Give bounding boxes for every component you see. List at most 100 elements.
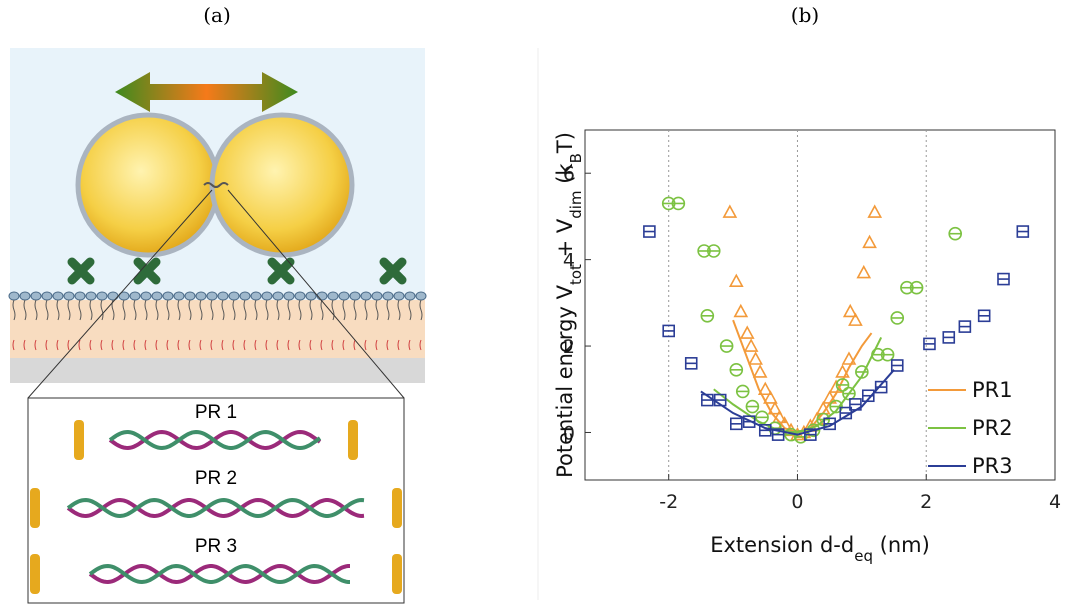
lipid-tail — [199, 339, 202, 351]
lipid-tail — [298, 339, 301, 351]
lipid-head — [41, 291, 53, 301]
lipid-tail — [232, 339, 235, 351]
data-point — [942, 331, 956, 344]
lipid-head — [228, 291, 240, 301]
motion-arrow — [115, 72, 298, 112]
lipid-tail — [177, 339, 180, 351]
legend-label: PR2 — [972, 416, 1013, 440]
lipid-tail — [188, 299, 192, 321]
data-point — [742, 415, 756, 428]
label-part: (k — [553, 163, 577, 191]
marker-shape — [722, 204, 738, 218]
data-point — [730, 417, 743, 431]
lipid-tail — [386, 339, 389, 351]
lipid-head — [283, 291, 295, 301]
lipid-tail — [166, 299, 170, 321]
lipid-tail — [342, 299, 346, 321]
y-tick-label: 6 — [563, 163, 575, 185]
lipid-tail — [419, 299, 423, 321]
nanoparticle — [209, 112, 355, 258]
label-part: T) — [553, 132, 577, 154]
data-point — [835, 378, 850, 392]
x-tick-label: 0 — [791, 491, 803, 513]
construct-label: PR 3 — [195, 536, 237, 557]
lipid-tail — [265, 339, 268, 351]
construct-label: PR 2 — [195, 468, 237, 489]
data-point — [867, 204, 883, 218]
lipid-head — [360, 291, 372, 301]
lipid-head — [151, 291, 163, 301]
data-point — [684, 357, 698, 370]
anchors — [67, 257, 407, 285]
lipid-tail — [276, 339, 279, 351]
y-tick-label: 0 — [563, 422, 575, 444]
lipid-head — [74, 291, 86, 301]
lipid-tail — [353, 339, 356, 351]
lipid-tail — [23, 339, 26, 351]
lipid-tail — [34, 299, 38, 321]
data-point — [757, 381, 773, 396]
marker-shape — [757, 381, 773, 396]
xlabel: Extension d-deq (nm) — [710, 533, 930, 565]
lipid-tail — [100, 339, 103, 351]
x-tick-label: -2 — [659, 491, 678, 513]
x-tick-label: 2 — [920, 491, 932, 513]
lipid-tail — [243, 299, 247, 321]
marker-shape — [767, 401, 783, 415]
data-point — [828, 379, 844, 393]
lipid-tail — [23, 299, 27, 321]
lipid-tail — [122, 339, 125, 351]
lipid-head — [294, 291, 306, 301]
lipid-head — [30, 291, 42, 301]
data-point — [752, 364, 768, 378]
legend-label: PR3 — [972, 454, 1013, 478]
label-part: eq — [854, 547, 873, 565]
marker-shape — [867, 204, 883, 218]
lipid-head — [162, 291, 174, 301]
lipid-head — [327, 291, 339, 301]
lipid-tail — [12, 299, 16, 321]
lipid-tail — [221, 339, 224, 351]
lipid-tail — [56, 299, 60, 321]
lipid-head — [349, 291, 361, 301]
data-point — [743, 338, 759, 352]
data-point — [700, 309, 715, 323]
panel-label: (b) — [791, 3, 819, 27]
marker-shape — [763, 390, 778, 404]
lipid-head — [250, 291, 262, 301]
marker-shape — [752, 364, 768, 378]
marker-shape — [728, 273, 744, 288]
lipid-tail — [419, 339, 422, 351]
lipid-head — [382, 291, 394, 301]
y-tick-label: 4 — [563, 250, 575, 272]
lipid-tail — [254, 299, 258, 321]
lipid-tail — [254, 339, 257, 351]
lipid-head — [63, 291, 75, 301]
marker-shape — [828, 379, 844, 393]
gold-surface — [30, 488, 40, 528]
data-point — [880, 347, 895, 362]
data-point — [739, 325, 755, 339]
data-point — [772, 409, 787, 424]
lipid-tail — [122, 299, 126, 321]
data-point — [862, 234, 877, 249]
data-point — [701, 393, 714, 407]
marker-shape — [841, 351, 857, 365]
strand — [88, 563, 350, 585]
data-point — [958, 320, 972, 333]
lipid-tail — [144, 299, 148, 321]
linker — [203, 182, 229, 188]
data-point — [748, 351, 763, 365]
lipid-head — [338, 291, 350, 301]
lipid-head — [129, 291, 141, 301]
lipid-tail — [133, 299, 137, 321]
lipid-head — [96, 291, 108, 301]
lipid-tail — [111, 339, 114, 351]
lipid-tail — [309, 339, 312, 351]
data-point — [804, 428, 817, 441]
lipid-head — [195, 291, 207, 301]
lipid-tail — [331, 299, 335, 321]
data-point — [745, 399, 760, 414]
lipid-tail — [12, 339, 15, 351]
lipid-head — [316, 291, 328, 301]
